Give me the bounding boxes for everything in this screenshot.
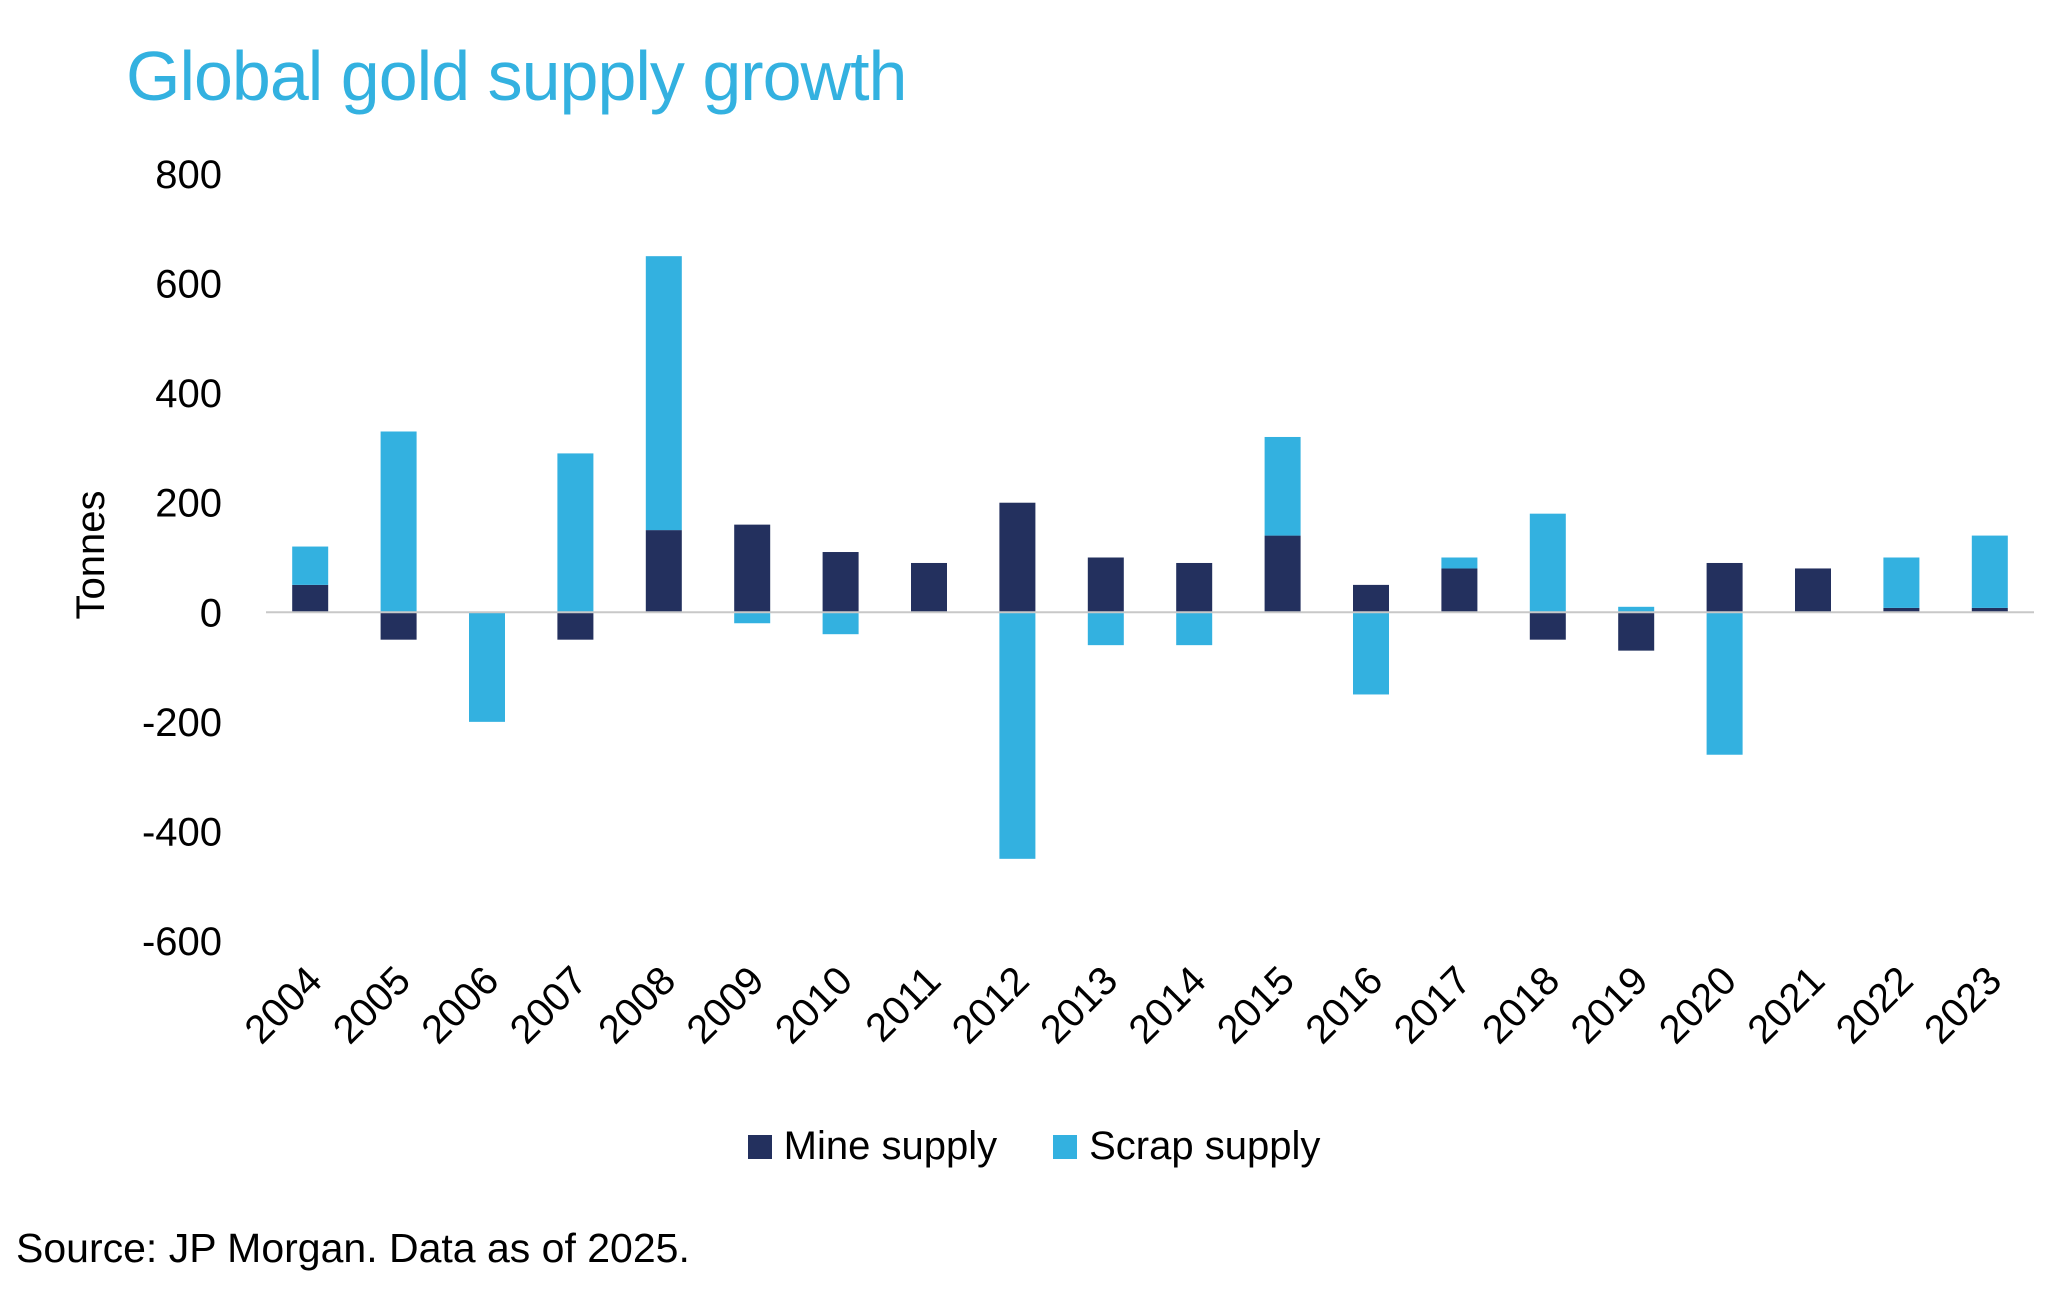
bar-mine-supply [1795, 568, 1831, 613]
bar-mine-supply [734, 524, 771, 613]
y-axis-ticks: 800 600 400 200 0 -200 -400 -600 [142, 153, 222, 964]
legend-label-mine: Mine supply [783, 1124, 998, 1168]
x-tick-label: 2019 [1563, 958, 1657, 1052]
bar-scrap-supply [380, 431, 417, 613]
bar-scrap-supply [1353, 612, 1389, 695]
x-tick-label: 2018 [1474, 958, 1568, 1052]
bar-mine-supply [1353, 584, 1389, 613]
bar-mine-supply [1264, 535, 1301, 613]
x-axis-ticks: 2004200520062007200820092010201120122013… [237, 958, 2011, 1052]
x-tick-label: 2007 [502, 958, 596, 1052]
bar-mine-supply [1176, 562, 1213, 613]
x-tick-label: 2013 [1032, 958, 1126, 1052]
x-tick-label: 2008 [590, 958, 684, 1052]
x-tick-label: 2009 [679, 958, 773, 1052]
y-tick-label: -400 [142, 810, 222, 854]
bar-mine-supply [1087, 557, 1124, 613]
y-tick-label: 0 [200, 591, 222, 635]
y-tick-label: 600 [155, 263, 222, 307]
legend-label-scrap: Scrap supply [1089, 1124, 1321, 1168]
bar-scrap-supply [1883, 557, 1920, 608]
bar-mine-supply [1618, 612, 1655, 651]
bar-mine-supply [1441, 568, 1478, 613]
bar-scrap-supply [1087, 612, 1124, 646]
bar-mine-supply [1529, 612, 1566, 640]
source-note: Source: JP Morgan. Data as of 2025. [16, 1225, 690, 1271]
bar-mine-supply [1971, 607, 2008, 613]
bar-scrap-supply [1971, 535, 2008, 608]
x-tick-label: 2015 [1209, 958, 1303, 1052]
bar-mine-supply [645, 530, 682, 613]
bar-mine-supply [557, 612, 594, 640]
y-tick-label: 200 [155, 482, 222, 526]
x-tick-label: 2012 [944, 958, 1038, 1052]
bar-scrap-supply [999, 612, 1036, 859]
bar-scrap-supply [1264, 436, 1301, 536]
legend-item-scrap: Scrap supply [1053, 1124, 1320, 1169]
legend-swatch-mine [747, 1134, 772, 1159]
x-tick-label: 2011 [857, 958, 949, 1050]
bar-mine-supply [1706, 562, 1743, 613]
bar-scrap-supply [1706, 612, 1743, 755]
bar-scrap-supply [1441, 557, 1478, 569]
bar-scrap-supply [1618, 606, 1655, 613]
bar-mine-supply [380, 612, 417, 640]
x-tick-label: 2020 [1651, 958, 1745, 1052]
legend-item-mine: Mine supply [747, 1124, 998, 1169]
x-tick-label: 2014 [1121, 958, 1215, 1052]
bar-scrap-supply [734, 612, 771, 624]
bar-scrap-supply [1529, 513, 1566, 613]
legend-swatch-scrap [1053, 1134, 1078, 1159]
bar-mine-supply [1883, 607, 1920, 613]
bars [292, 256, 2008, 859]
bar-scrap-supply [292, 546, 329, 585]
bar-mine-supply [911, 562, 947, 613]
y-tick-label: 800 [155, 153, 222, 197]
bar-scrap-supply [557, 453, 594, 613]
x-tick-label: 2006 [413, 958, 507, 1052]
bar-mine-supply [292, 584, 329, 613]
x-tick-label: 2022 [1828, 958, 1922, 1052]
x-tick-label: 2016 [1297, 958, 1391, 1052]
x-tick-label: 2021 [1739, 958, 1833, 1052]
x-tick-label: 2023 [1916, 958, 2010, 1052]
y-tick-label: 400 [155, 372, 222, 416]
bar-scrap-supply [822, 612, 859, 635]
x-tick-label: 2005 [325, 958, 419, 1052]
legend: Mine supply Scrap supply [0, 1124, 2068, 1169]
bar-scrap-supply [1176, 612, 1213, 646]
y-axis-label: Tonnes [69, 491, 113, 620]
bar-mine-supply [822, 552, 859, 613]
x-tick-label: 2017 [1386, 958, 1480, 1052]
bar-mine-supply [999, 502, 1036, 613]
x-tick-label: 2004 [237, 958, 331, 1052]
y-tick-label: -200 [142, 701, 222, 745]
bar-scrap-supply [469, 612, 505, 722]
x-tick-label: 2010 [767, 958, 861, 1052]
chart-title: Global gold supply growth [126, 37, 907, 115]
bar-scrap-supply [645, 256, 682, 531]
y-tick-label: -600 [142, 920, 222, 964]
